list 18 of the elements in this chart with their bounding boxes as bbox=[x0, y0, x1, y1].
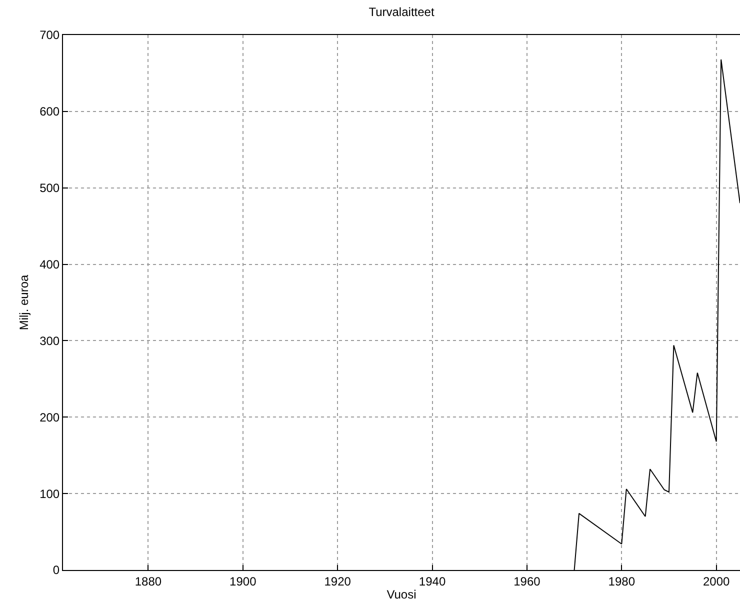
y-tick-label: 500 bbox=[40, 181, 60, 196]
y-axis-title: Milj. euroa bbox=[16, 274, 31, 330]
x-tick-label: 2000 bbox=[702, 574, 730, 588]
y-tick-label: 400 bbox=[40, 257, 60, 272]
y-tick-label: 700 bbox=[40, 28, 60, 42]
y-tick-label: 600 bbox=[40, 104, 60, 119]
y-tick-label: 300 bbox=[40, 334, 60, 348]
y-tick-label: 100 bbox=[40, 486, 60, 501]
x-tick-label: 1960 bbox=[514, 574, 541, 588]
x-tick-label: 1920 bbox=[324, 574, 352, 588]
x-tick-label: 1940 bbox=[418, 574, 446, 588]
y-tick-label: 0 bbox=[52, 563, 60, 578]
chart-title: Turvalaitteet bbox=[368, 5, 435, 20]
y-tick-label: 200 bbox=[40, 410, 60, 424]
x-axis-title: Vuosi bbox=[386, 587, 416, 602]
x-tick-label: 1900 bbox=[230, 574, 257, 588]
x-tick-label: 1880 bbox=[134, 574, 162, 588]
x-tick-label: 1980 bbox=[608, 574, 636, 588]
